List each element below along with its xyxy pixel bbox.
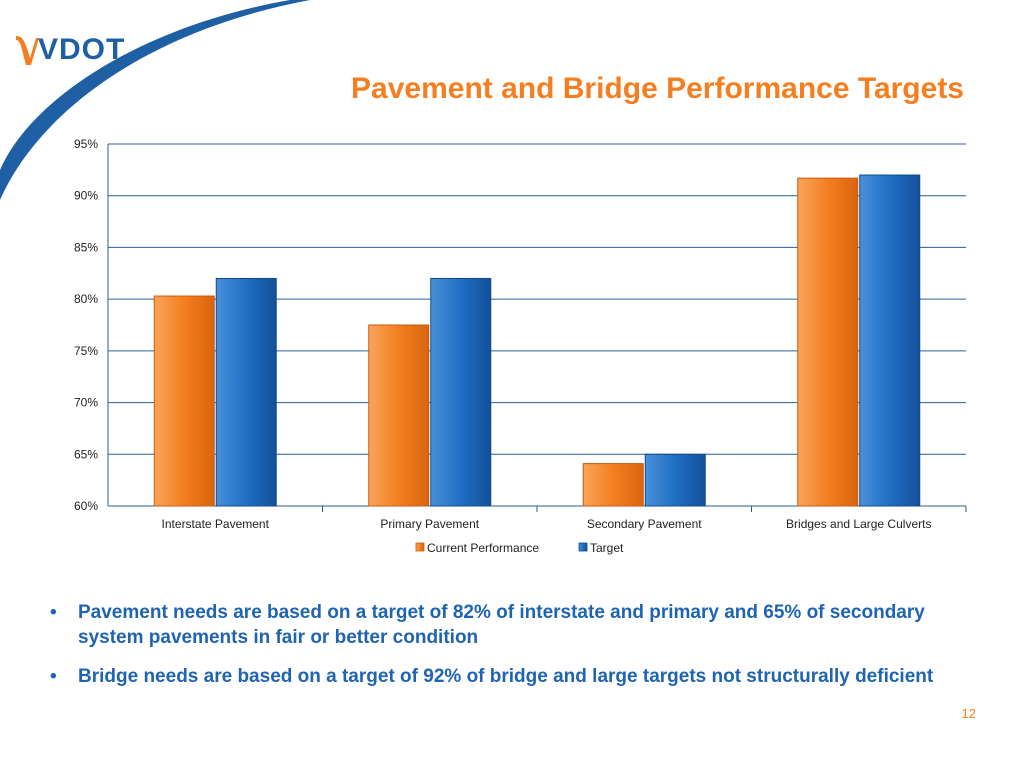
bar-current-performance <box>797 177 859 507</box>
y-tick-label: 85% <box>74 240 98 254</box>
bar-current-performance <box>582 463 644 507</box>
bar-target <box>859 174 921 507</box>
x-category-label: Secondary Pavement <box>587 517 702 531</box>
bar-target <box>215 277 277 507</box>
bullet-text: Pavement needs are based on a target of … <box>78 602 925 648</box>
legend-label: Current Performance <box>427 541 539 555</box>
bar-current-performance <box>153 295 215 507</box>
vdot-logo: VDOT <box>14 28 125 72</box>
y-tick-label: 90% <box>74 189 98 203</box>
y-tick-label: 70% <box>74 396 98 410</box>
bars <box>153 174 921 507</box>
y-axis-tick-labels: 60% 65% 70% 75% 80% 85% 90% 95% <box>74 137 98 513</box>
bullet-dot-icon: • <box>50 602 57 623</box>
slide-title: Pavement and Bridge Performance Targets <box>351 72 964 105</box>
bar-target <box>644 453 706 507</box>
y-tick-label: 60% <box>74 499 98 513</box>
x-category-label: Primary Pavement <box>380 517 479 531</box>
bullet-dot-icon: • <box>50 666 57 687</box>
y-tick-label: 80% <box>74 292 98 306</box>
logo-text: VDOT <box>38 33 126 66</box>
bullet-item: • Pavement needs are based on a target of… <box>50 600 980 650</box>
bar-current-performance <box>368 324 430 507</box>
x-category-label: Bridges and Large Culverts <box>786 517 931 531</box>
bullet-text: Bridge needs are based on a target of 92… <box>78 666 934 687</box>
legend: Current Performance Target <box>415 541 624 555</box>
page-number: 12 <box>961 706 976 721</box>
x-axis-category-labels: Interstate Pavement Primary Pavement Secon… <box>162 517 932 531</box>
legend-swatch <box>415 542 425 552</box>
logo-v-mark-icon <box>16 36 39 65</box>
y-tick-label: 65% <box>74 447 98 461</box>
header-swoosh <box>0 0 310 200</box>
bar-target <box>430 277 492 507</box>
y-tick-label: 95% <box>74 137 98 151</box>
bullet-item: • Bridge needs are based on a target of 9… <box>50 664 980 689</box>
bullet-list: • Pavement needs are based on a target of… <box>50 600 980 703</box>
x-category-label: Interstate Pavement <box>162 517 270 531</box>
legend-swatch <box>578 542 588 552</box>
y-tick-label: 75% <box>74 344 98 358</box>
bar-chart: 60% 65% 70% 75% 80% 85% 90% 95% Interstate Pave… <box>74 137 967 555</box>
legend-label: Target <box>590 541 624 555</box>
